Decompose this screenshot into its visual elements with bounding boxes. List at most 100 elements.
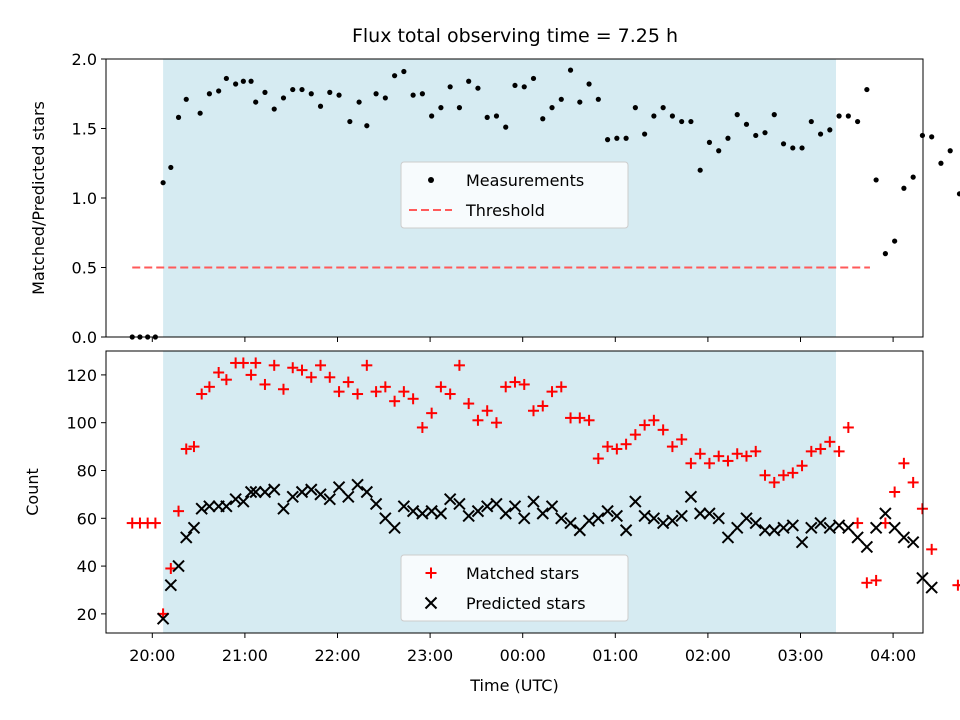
matched-point bbox=[815, 443, 827, 455]
matched-point bbox=[805, 445, 817, 457]
matched-point bbox=[629, 429, 641, 441]
top-legend: Measurements Threshold bbox=[400, 161, 629, 229]
predicted-point bbox=[693, 507, 707, 520]
legend-threshold-label: Threshold bbox=[465, 201, 545, 220]
predicted-point bbox=[237, 495, 250, 508]
matched-point bbox=[740, 450, 752, 462]
measurement-point bbox=[364, 123, 370, 129]
matched-point bbox=[842, 421, 854, 433]
predicted-point-b bbox=[851, 531, 864, 544]
matched-point bbox=[713, 450, 725, 462]
predicted-point-b bbox=[879, 507, 892, 520]
predicted-point-b bbox=[897, 531, 911, 544]
predicted-point-b bbox=[656, 516, 670, 530]
matched-point bbox=[481, 405, 493, 417]
matched-point bbox=[370, 386, 382, 398]
matched-point bbox=[245, 369, 257, 381]
predicted-point bbox=[332, 481, 346, 494]
matched-point bbox=[666, 441, 678, 453]
measurement-point bbox=[240, 78, 246, 84]
bottom-y-tick-label: 100 bbox=[66, 414, 97, 433]
measurement-point bbox=[484, 114, 490, 120]
predicted-point bbox=[786, 519, 799, 532]
predicted-point bbox=[897, 531, 911, 544]
predicted-point-b bbox=[545, 500, 559, 513]
predicted-point-b bbox=[360, 485, 374, 499]
bottom-y-tick-label: 60 bbox=[77, 509, 97, 528]
matched-point bbox=[537, 400, 549, 412]
matched-point bbox=[463, 398, 475, 410]
predicted-point-b bbox=[164, 578, 178, 592]
predicted-point-b bbox=[823, 521, 837, 535]
predicted-point bbox=[268, 483, 281, 496]
top-y-axis-label: Matched/Predicted stars bbox=[29, 101, 48, 295]
predicted-point-b bbox=[703, 507, 716, 520]
legend-predicted-cross-b bbox=[424, 596, 438, 610]
predicted-point bbox=[749, 516, 762, 530]
legend-predicted-label: Predicted stars bbox=[466, 594, 586, 613]
top-legend-box bbox=[400, 161, 629, 229]
measurement-point bbox=[790, 145, 796, 151]
measurement-point bbox=[688, 118, 694, 125]
matched-point bbox=[435, 381, 447, 393]
matched-point bbox=[296, 364, 308, 376]
measurement-point bbox=[503, 124, 509, 130]
bottom-x-axis: 20:00 21:00 22:00 23:00 00:00 01:00 02:00 03:00… bbox=[129, 633, 916, 665]
matched-point bbox=[565, 412, 577, 424]
predicted-point-b bbox=[758, 524, 772, 537]
measurement-point bbox=[175, 114, 182, 120]
predicted-point-b bbox=[842, 521, 855, 535]
matched-point bbox=[639, 419, 651, 431]
predicted-point bbox=[555, 512, 568, 525]
bottom-panel: 20 40 60 80 100 120 20:00 21:00 22:00 23:00 00:00… bbox=[23, 350, 960, 695]
predicted-point-b bbox=[434, 507, 448, 520]
bottom-x-tick-label: 02:00 bbox=[685, 646, 731, 665]
predicted-point bbox=[601, 504, 614, 518]
predicted-point-b bbox=[342, 490, 355, 503]
matched-point bbox=[416, 421, 428, 433]
matched-point bbox=[398, 386, 410, 398]
predicted-point-b bbox=[768, 524, 781, 537]
predicted-point-b bbox=[237, 495, 250, 508]
predicted-point-b bbox=[777, 521, 790, 535]
matched-point bbox=[518, 378, 530, 390]
predicted-point-b bbox=[832, 519, 846, 532]
measurement-point bbox=[447, 84, 453, 90]
measurement-point bbox=[558, 96, 564, 102]
predicted-point-b bbox=[443, 492, 457, 506]
measurement-point bbox=[947, 148, 953, 154]
predicted-point bbox=[721, 531, 735, 544]
predicted-stars-series bbox=[156, 478, 938, 625]
predicted-point bbox=[805, 521, 818, 535]
predicted-point bbox=[499, 507, 512, 520]
measurement-point bbox=[308, 91, 314, 97]
predicted-point bbox=[453, 497, 466, 511]
bottom-y-tick-label: 20 bbox=[77, 605, 97, 624]
measurement-point bbox=[466, 78, 472, 84]
measurement-point bbox=[679, 118, 685, 125]
bottom-x-axis-label: Time (UTC) bbox=[469, 676, 558, 695]
predicted-point bbox=[258, 485, 272, 499]
bottom-y-tick-label: 40 bbox=[77, 557, 97, 576]
predicted-point-b bbox=[416, 507, 429, 520]
measurement-point bbox=[549, 105, 555, 111]
bottom-x-tick-label: 23:00 bbox=[407, 646, 453, 665]
predicted-point bbox=[406, 504, 420, 518]
measurement-point bbox=[299, 86, 305, 93]
matched-point bbox=[685, 457, 697, 469]
predicted-point bbox=[397, 500, 411, 513]
measurement-point bbox=[429, 113, 435, 119]
measurement-point bbox=[845, 113, 851, 119]
measurements-series bbox=[129, 67, 960, 340]
measurement-point bbox=[882, 251, 888, 257]
measurement-point bbox=[567, 67, 574, 73]
predicted-point bbox=[768, 524, 781, 537]
matched-point bbox=[861, 577, 873, 589]
predicted-point bbox=[582, 514, 596, 527]
predicted-point-b bbox=[180, 531, 193, 544]
matched-point bbox=[907, 476, 919, 488]
predicted-point bbox=[480, 500, 494, 513]
matched-point bbox=[889, 486, 901, 498]
matched-point bbox=[287, 362, 299, 374]
predicted-point bbox=[164, 578, 178, 592]
